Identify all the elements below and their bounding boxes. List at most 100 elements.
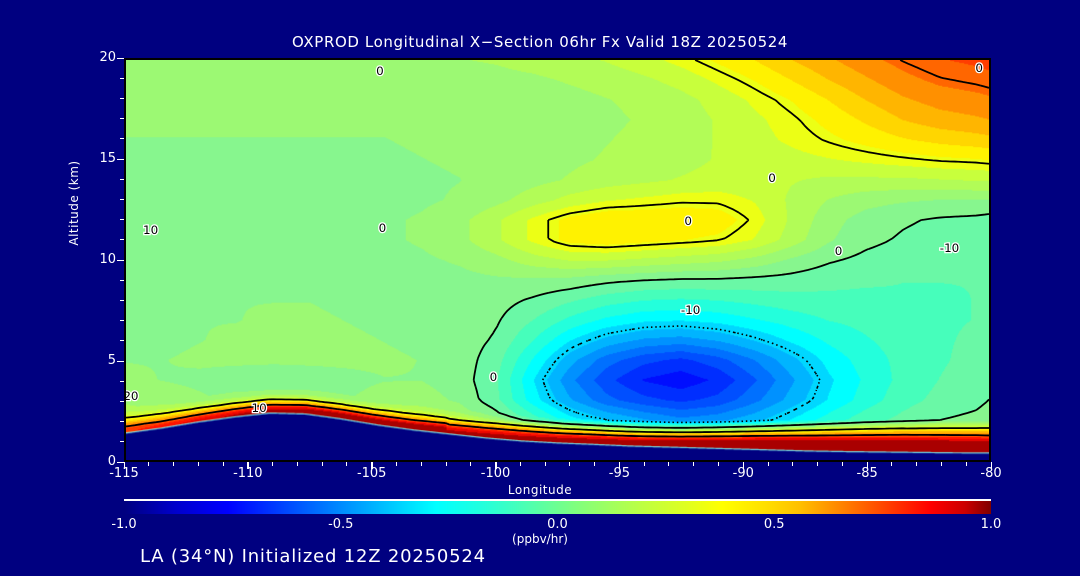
x-tick-label: -110: [233, 466, 263, 481]
x-tick-label: -95: [608, 466, 631, 481]
cross-section-plot: 0 0 0 0 0 0 0 -10 -10 10 10 20: [124, 58, 991, 462]
tick-mark: [148, 462, 150, 466]
svg-text:10: 10: [143, 223, 158, 237]
tick-mark: [120, 380, 124, 382]
tick-mark: [668, 462, 670, 466]
tick-mark: [321, 462, 323, 466]
svg-text:0: 0: [379, 221, 387, 235]
x-tick-label: -115: [109, 466, 139, 481]
tick-mark: [643, 462, 645, 466]
y-tick-label: 15: [99, 151, 116, 166]
y-tick-label: 20: [99, 50, 116, 65]
contour-label: 0: [767, 170, 777, 187]
tick-mark: [990, 462, 992, 469]
x-axis-label: Longitude: [507, 483, 573, 497]
tick-mark: [123, 462, 125, 469]
tick-mark: [247, 462, 249, 469]
tick-mark: [470, 462, 472, 466]
tick-mark: [117, 360, 124, 362]
svg-text:0: 0: [835, 244, 843, 258]
tick-mark: [495, 462, 497, 469]
x-tick-label: -90: [732, 466, 754, 481]
tick-mark: [222, 462, 224, 466]
svg-text:10: 10: [252, 401, 267, 415]
tick-mark: [519, 462, 521, 466]
tick-mark: [120, 77, 124, 79]
tick-mark: [346, 462, 348, 466]
svg-text:0: 0: [975, 61, 983, 75]
colorbar-tick-label: -1.0: [111, 517, 137, 532]
svg-text:0: 0: [768, 171, 776, 185]
y-tick-label: 10: [99, 252, 116, 267]
tick-mark: [866, 462, 869, 469]
tick-mark: [197, 462, 199, 466]
contour-label: 10: [250, 400, 268, 417]
colorbar-tick-label: 0.0: [547, 517, 568, 532]
contour-label: -10: [680, 302, 702, 319]
tick-mark: [891, 462, 893, 466]
y-tick-label: 5: [107, 353, 116, 368]
colorbar-tick-label: -0.5: [328, 517, 354, 532]
figure-footer: LA (34°N) Initialized 12Z 20250524: [140, 546, 486, 567]
tick-mark: [120, 279, 124, 281]
svg-text:-10: -10: [681, 303, 701, 317]
tick-mark: [120, 118, 124, 120]
colorbar: [124, 499, 991, 514]
tick-mark: [718, 462, 719, 466]
x-tick-label: -80: [980, 466, 1002, 481]
contour-label: 0: [834, 243, 844, 260]
tick-mark: [916, 462, 918, 466]
y-tick-label: 0: [107, 454, 116, 469]
tick-mark: [173, 462, 175, 466]
tick-mark: [445, 462, 447, 466]
contour-label: 0: [377, 220, 387, 237]
tick-mark: [117, 259, 124, 261]
tick-mark: [420, 462, 422, 466]
svg-text:20: 20: [126, 389, 139, 403]
svg-text:-10: -10: [940, 241, 960, 255]
tick-mark: [120, 178, 124, 180]
figure-title: OXPROD Longitudinal X−Section 06hr Fx Va…: [291, 33, 789, 51]
tick-mark: [544, 462, 546, 466]
tick-mark: [594, 462, 596, 466]
tick-mark: [940, 462, 942, 466]
tick-mark: [767, 462, 769, 466]
tick-mark: [569, 462, 571, 466]
colorbar-tick-label: 1.0: [980, 517, 1002, 532]
svg-text:0: 0: [684, 214, 692, 228]
tick-mark: [120, 340, 124, 342]
contour-line-overlay: 0 0 0 0 0 0 0 -10 -10 10 10 20: [126, 60, 989, 460]
tick-mark: [120, 299, 124, 301]
tick-mark: [117, 461, 124, 463]
colorbar-tick-label: 0.5: [763, 517, 785, 532]
svg-text:0: 0: [376, 64, 384, 78]
tick-mark: [117, 158, 124, 160]
tick-mark: [120, 138, 124, 140]
contour-label: -10: [939, 240, 961, 257]
contour-label: 0: [974, 60, 984, 76]
contour-label: 10: [142, 222, 160, 239]
tick-mark: [120, 421, 124, 423]
svg-text:0: 0: [490, 370, 498, 384]
contour-label: 0: [488, 369, 498, 386]
contour-label: 0: [683, 213, 693, 230]
tick-mark: [371, 462, 373, 469]
tick-mark: [117, 57, 124, 59]
tick-mark: [618, 462, 621, 469]
tick-mark: [120, 97, 124, 99]
tick-mark: [792, 462, 794, 466]
y-axis-label: Altitude (km): [67, 160, 81, 246]
contour-label: 0: [375, 63, 385, 80]
x-tick-label: -85: [856, 466, 878, 481]
tick-mark: [965, 462, 967, 466]
tick-mark: [120, 239, 124, 241]
tick-mark: [120, 219, 124, 221]
tick-mark: [120, 400, 124, 402]
x-tick-label: -105: [356, 466, 387, 481]
contour-fill-canvas: [126, 60, 989, 460]
tick-mark: [120, 441, 124, 443]
tick-mark: [395, 462, 397, 466]
contour-label: 20: [126, 388, 140, 405]
tick-mark: [120, 198, 124, 200]
